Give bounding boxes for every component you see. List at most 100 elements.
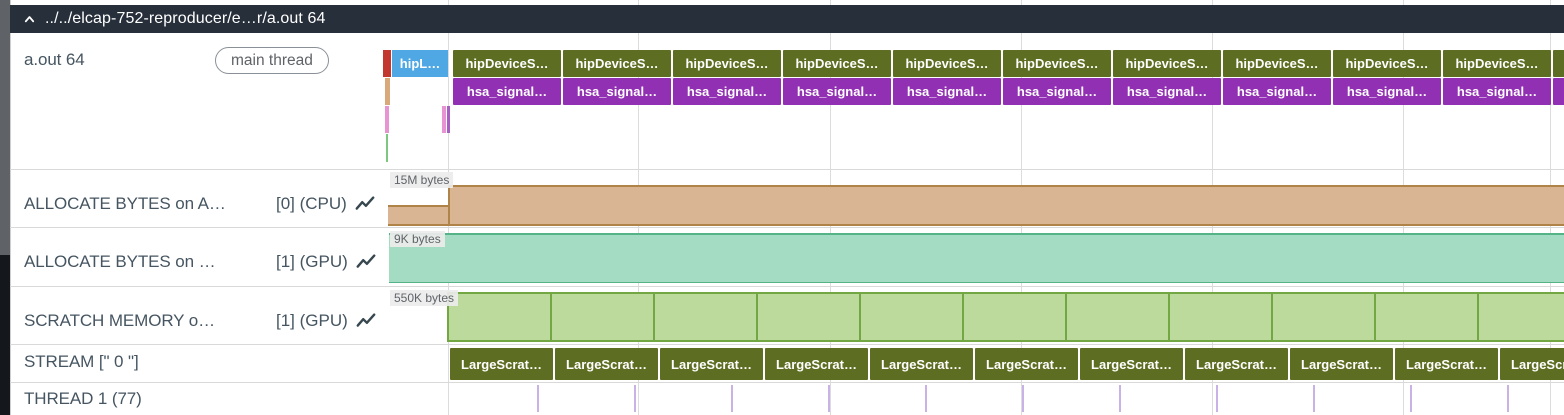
track-row-allocate-bytes-gpu[interactable]: ALLOCATE BYTES on … [1] (GPU) bbox=[11, 228, 383, 286]
scratch-memory-block[interactable] bbox=[653, 292, 758, 342]
vertical-scrollbar[interactable] bbox=[0, 0, 10, 415]
slice-large-scratch[interactable]: LargeScrat… bbox=[1500, 348, 1564, 380]
slice-hsa-signal[interactable]: hsa_signal… bbox=[1443, 78, 1551, 105]
scratch-memory-block[interactable] bbox=[756, 292, 861, 342]
thread1-tiny-slice[interactable] bbox=[1313, 385, 1315, 412]
hip-device-slice-lane: hipDeviceS… hipDeviceS… hipDeviceS… hipDevi… bbox=[453, 50, 1564, 77]
line-chart-icon bbox=[355, 310, 377, 332]
slice-hip-device[interactable]: hipDeviceS… bbox=[673, 50, 781, 77]
slice-large-scratch[interactable]: LargeScrat… bbox=[450, 348, 553, 380]
track-row-scratch-memory[interactable]: SCRATCH MEMORY o… [1] (GPU) bbox=[11, 287, 383, 344]
slice-label: hipDeviceS… bbox=[1235, 56, 1319, 71]
slice-label: hsa_signal… bbox=[466, 84, 548, 99]
slice-label: LargeScrat… bbox=[1511, 356, 1564, 372]
slice-large-scratch[interactable]: LargeScrat… bbox=[975, 348, 1078, 380]
slice-label: hipDeviceS… bbox=[1345, 56, 1429, 71]
process-group-header[interactable]: ../../elcap-752-reproducer/e…r/a.out 64 bbox=[10, 5, 1564, 33]
thread1-tiny-slice[interactable] bbox=[1410, 385, 1412, 412]
slice-label: LargeScrat… bbox=[461, 356, 542, 372]
thread1-tiny-slice[interactable] bbox=[925, 385, 927, 412]
track-row-thread-1[interactable]: THREAD 1 (77) bbox=[11, 383, 383, 415]
thread1-tiny-slice[interactable] bbox=[634, 385, 636, 412]
thread1-tiny-slice[interactable] bbox=[1119, 385, 1121, 412]
scratch-memory-block[interactable] bbox=[1065, 292, 1170, 342]
slice-hip-device[interactable]: hipDeviceS… bbox=[1333, 50, 1441, 77]
slice-sliver-green[interactable] bbox=[386, 134, 388, 162]
slice-large-scratch[interactable]: LargeScrat… bbox=[1080, 348, 1183, 380]
slice-hip-device[interactable]: hipDeviceS… bbox=[1223, 50, 1331, 77]
scratch-memory-block[interactable] bbox=[859, 292, 964, 342]
slice-hsa-signal[interactable]: hsa_signal… bbox=[1223, 78, 1331, 105]
slice-hsa-signal[interactable]: hsa_signal… bbox=[563, 78, 671, 105]
slice-large-scratch[interactable]: LargeScrat… bbox=[1185, 348, 1288, 380]
slice-large-scratch[interactable]: LargeScrat… bbox=[870, 348, 973, 380]
slice-hsa-signal[interactable]: hsa_signal… bbox=[673, 78, 781, 105]
scratch-memory-block[interactable] bbox=[1374, 292, 1479, 342]
slice-hip-device[interactable]: hipDeviceS… bbox=[453, 50, 561, 77]
scratch-memory-block[interactable] bbox=[1271, 292, 1376, 342]
slice-hip-launch[interactable]: hipL… bbox=[392, 50, 448, 77]
scratch-memory-block[interactable] bbox=[1477, 292, 1564, 342]
slice-label: hipDeviceS… bbox=[905, 56, 989, 71]
track-title: ALLOCATE BYTES on … bbox=[24, 252, 216, 271]
slice-large-scratch[interactable]: LargeScrat… bbox=[765, 348, 868, 380]
track-title: THREAD 1 (77) bbox=[24, 389, 142, 408]
slice-hsa-signal[interactable]: hsa_signal… bbox=[1003, 78, 1111, 105]
slice-hip-device[interactable]: hipDeviceS… bbox=[1443, 50, 1551, 77]
scratch-memory-block[interactable] bbox=[447, 292, 552, 342]
thread1-tiny-slice[interactable] bbox=[537, 385, 539, 412]
slice-sliver-purple[interactable] bbox=[447, 106, 450, 133]
slice-large-scratch[interactable]: LargeScrat… bbox=[1395, 348, 1498, 380]
slice-hip-device[interactable]: hipDeviceS… bbox=[783, 50, 891, 77]
slice-hsa-signal[interactable]: hsa_signal… bbox=[1113, 78, 1221, 105]
row-separator bbox=[10, 382, 1564, 383]
main-thread-badge: main thread bbox=[215, 47, 329, 74]
counter-value-label: 9K bytes bbox=[390, 231, 445, 247]
thread1-tiny-slice[interactable] bbox=[1022, 385, 1024, 412]
slice-hsa-signal[interactable]: hsa_signal… bbox=[1333, 78, 1441, 105]
slice-hsa-signal[interactable]: hsa_signal… bbox=[893, 78, 1001, 105]
slice-label: hsa_signal… bbox=[686, 84, 768, 99]
row-separator bbox=[10, 344, 1564, 345]
counter-allocate-gpu-area[interactable] bbox=[389, 233, 1564, 283]
slice-hip-device[interactable]: hipDeviceS… bbox=[563, 50, 671, 77]
slice-label: hsa_signal… bbox=[1126, 84, 1208, 99]
slice-large-scratch[interactable]: LargeScrat… bbox=[660, 348, 763, 380]
slice-label: hsa_signal… bbox=[796, 84, 878, 99]
slice-large-scratch[interactable]: LargeScrat… bbox=[1290, 348, 1393, 380]
slice-hip-device[interactable]: hipDeviceS… bbox=[1113, 50, 1221, 77]
slice-label: LargeScrat… bbox=[1301, 356, 1382, 372]
slice-sliver-pink[interactable] bbox=[442, 106, 446, 133]
counter-scratch-memory-blocks bbox=[447, 292, 1564, 342]
thread1-tiny-slice[interactable] bbox=[731, 385, 733, 412]
slice-sliver-tan[interactable] bbox=[385, 78, 390, 105]
slice-hsa-signal[interactable]: hsa_signal… bbox=[1553, 78, 1564, 105]
scratch-memory-block[interactable] bbox=[550, 292, 655, 342]
collapse-chevron-icon[interactable] bbox=[22, 12, 37, 27]
thread1-tiny-slice[interactable] bbox=[1216, 385, 1218, 412]
track-row-main-thread[interactable]: a.out 64 main thread bbox=[11, 33, 383, 169]
slice-hsa-signal[interactable]: hsa_signal… bbox=[783, 78, 891, 105]
slice-large-scratch[interactable]: LargeScrat… bbox=[555, 348, 658, 380]
vertical-scrollbar-thumb[interactable] bbox=[0, 0, 10, 255]
process-title: ../../elcap-752-reproducer/e…r/a.out 64 bbox=[45, 10, 326, 27]
scratch-memory-block[interactable] bbox=[962, 292, 1067, 342]
scratch-memory-block[interactable] bbox=[1168, 292, 1273, 342]
track-title: ALLOCATE BYTES on A… bbox=[24, 193, 226, 213]
slice-hip-device[interactable]: hipDeviceS… bbox=[893, 50, 1001, 77]
timeline-canvas[interactable]: hipL… hipDeviceS… hipDeviceS… hipDeviceS… h… bbox=[383, 0, 1564, 415]
track-title: a.out 64 bbox=[24, 50, 85, 69]
slice-sliver-pink[interactable] bbox=[385, 106, 389, 133]
slice-hip-device[interactable]: hipDeviceS… bbox=[1553, 50, 1564, 77]
counter-allocate-cpu-step[interactable] bbox=[388, 205, 448, 226]
slice-red-short[interactable] bbox=[383, 50, 391, 77]
counter-allocate-cpu-area[interactable] bbox=[448, 185, 1564, 226]
thread1-tiny-slice[interactable] bbox=[828, 385, 830, 412]
slice-label: LargeScrat… bbox=[1091, 356, 1172, 372]
track-row-stream[interactable]: STREAM [" 0 "] bbox=[11, 345, 383, 382]
track-row-allocate-bytes-cpu[interactable]: ALLOCATE BYTES on A… [0] (CPU) bbox=[11, 170, 383, 227]
slice-label: hsa_signal… bbox=[906, 84, 988, 99]
thread1-tiny-slice[interactable] bbox=[1507, 385, 1509, 412]
slice-hsa-signal[interactable]: hsa_signal… bbox=[453, 78, 561, 105]
slice-hip-device[interactable]: hipDeviceS… bbox=[1003, 50, 1111, 77]
